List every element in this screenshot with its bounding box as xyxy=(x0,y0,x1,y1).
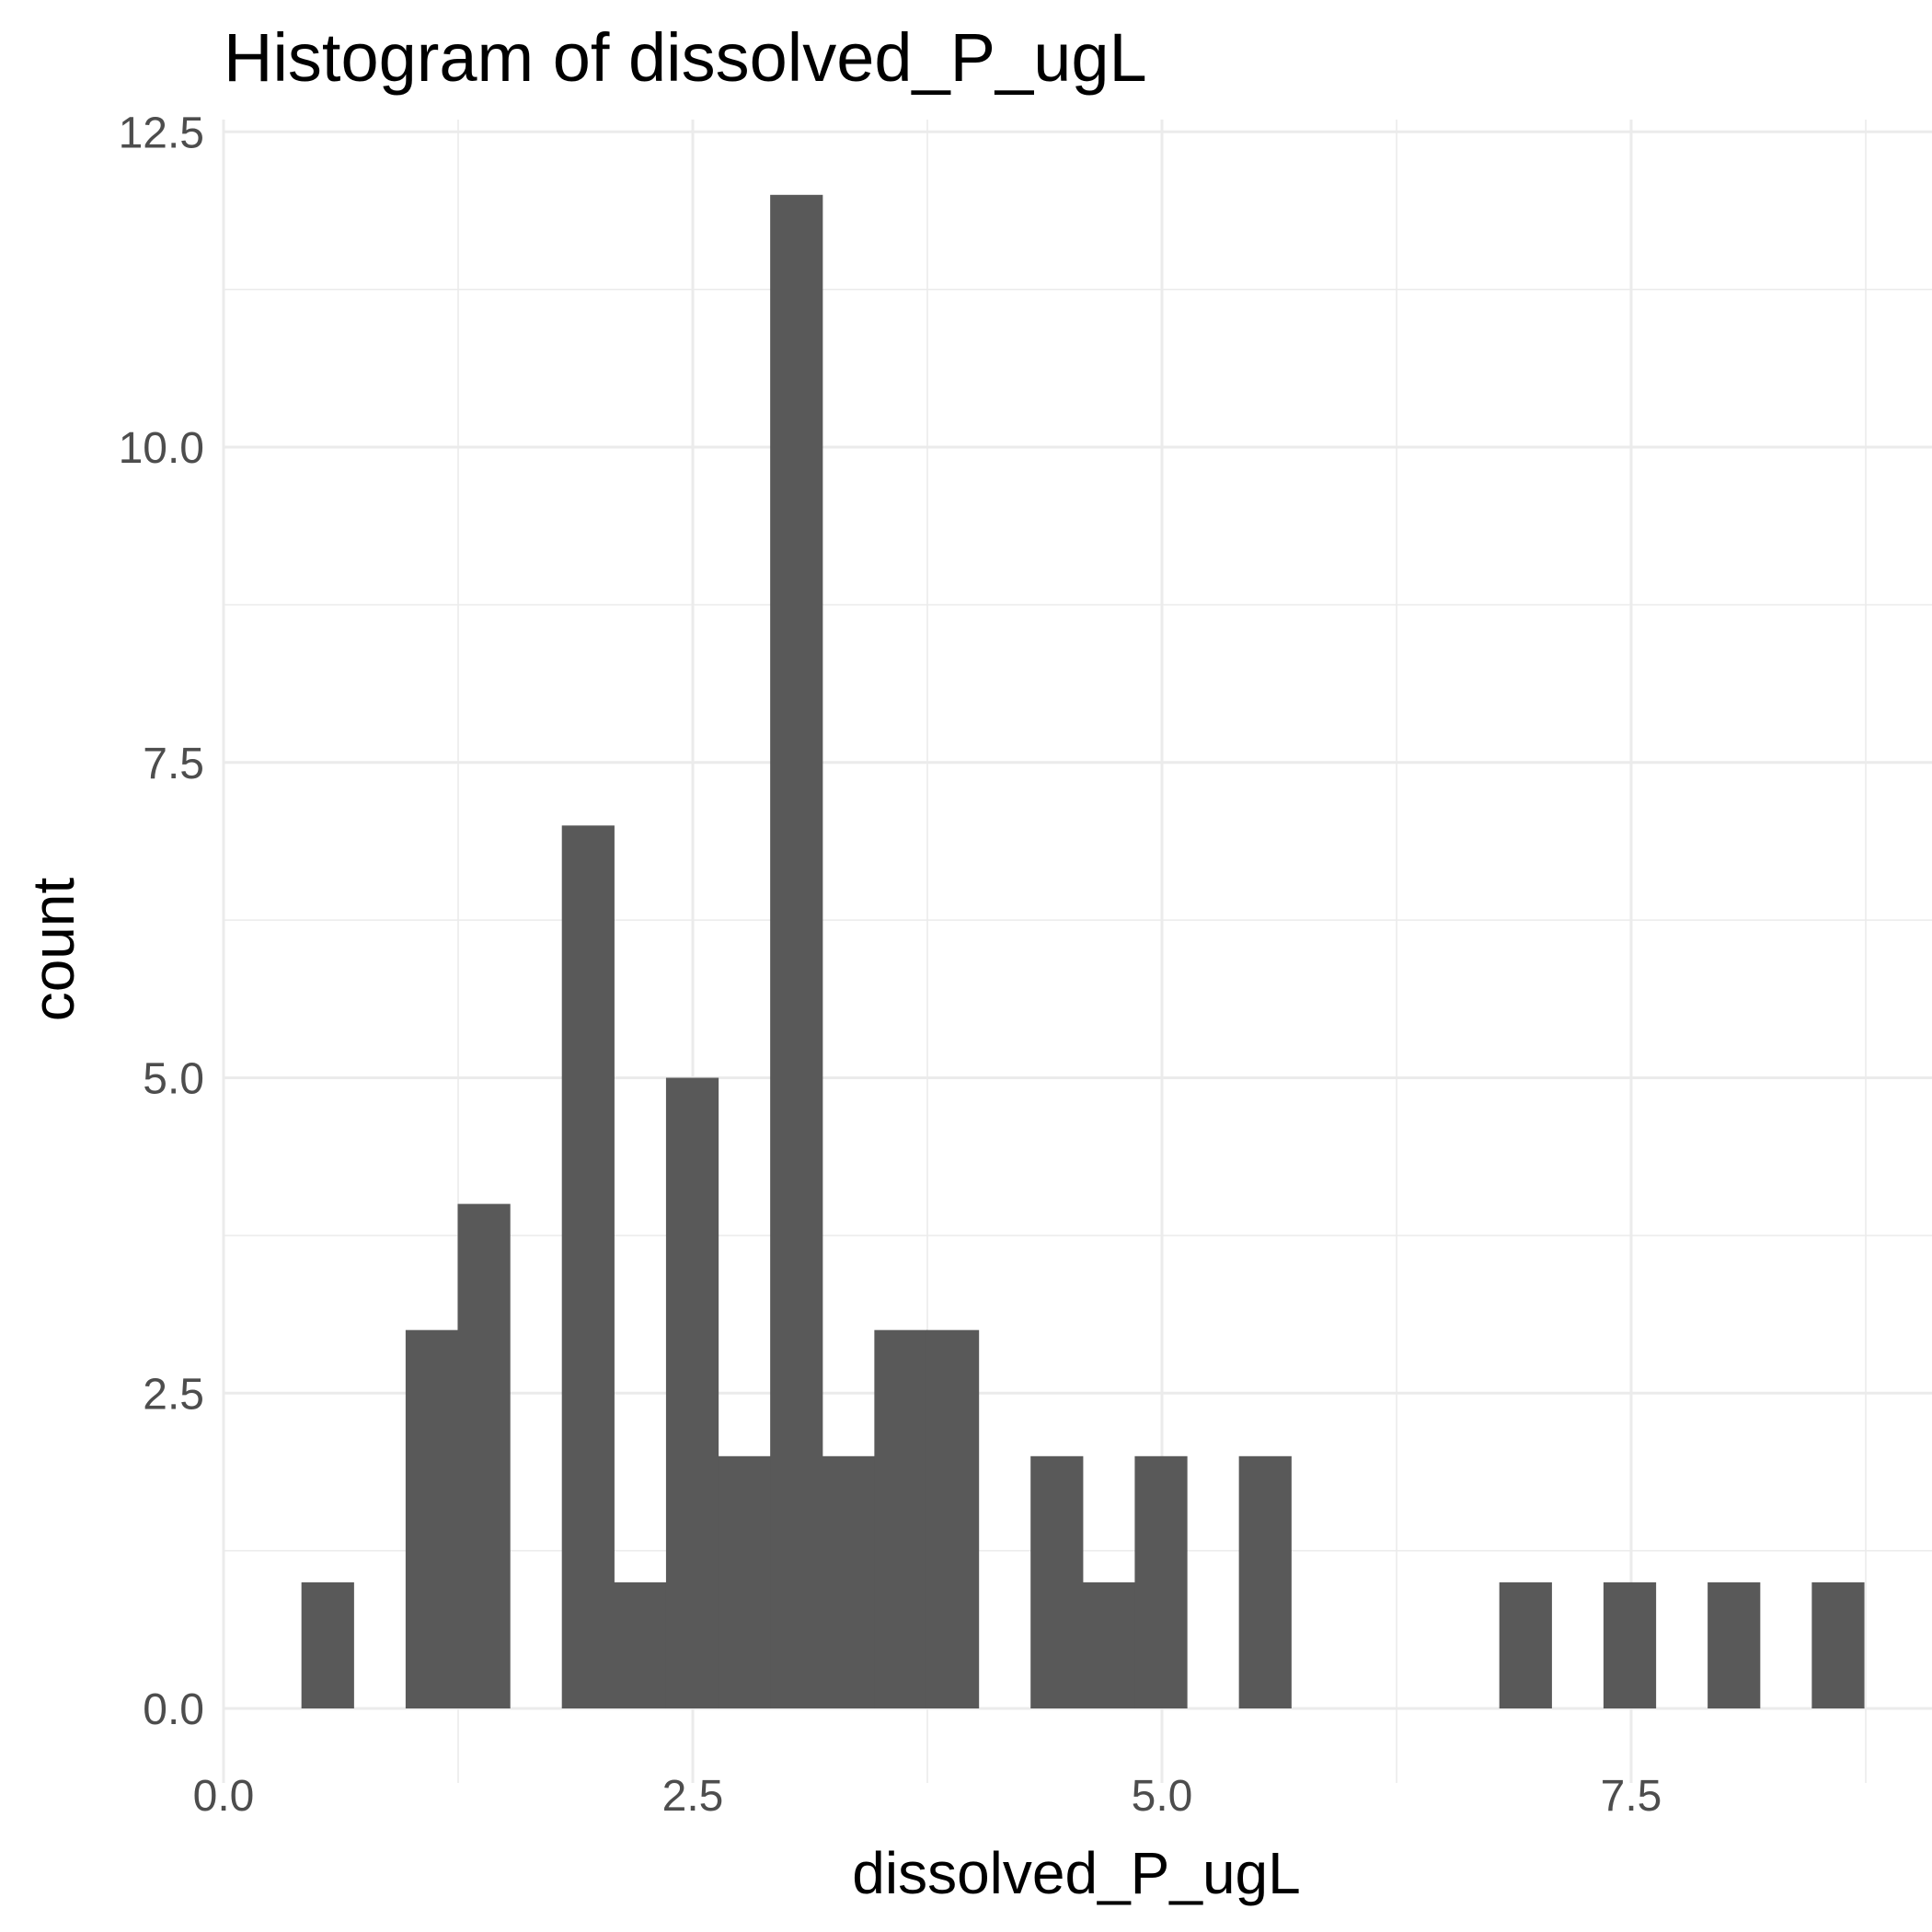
y-tick-label: 12.5 xyxy=(119,109,204,157)
x-tick-label: 5.0 xyxy=(1132,1772,1193,1821)
y-tick-label: 7.5 xyxy=(143,740,204,788)
x-tick-label: 7.5 xyxy=(1601,1772,1662,1821)
y-tick-label: 10.0 xyxy=(119,424,204,473)
x-axis-ticks: 0.0 2.5 5.0 7.5 xyxy=(193,1772,1662,1821)
histogram-bar xyxy=(301,1581,354,1708)
histogram-bar xyxy=(614,1581,667,1708)
histogram-bar xyxy=(561,825,615,1708)
histogram-bar xyxy=(1603,1581,1657,1708)
histogram-bar xyxy=(1082,1581,1136,1708)
y-tick-label: 5.0 xyxy=(143,1055,204,1104)
histogram-bar xyxy=(1238,1455,1292,1708)
histogram-bar xyxy=(874,1329,927,1708)
chart-title: Histogram of dissolved_P_ugL xyxy=(224,19,1147,96)
y-axis-ticks: 0.0 2.5 5.0 7.5 10.0 12.5 xyxy=(119,109,204,1734)
histogram-bar xyxy=(822,1455,875,1708)
histogram-bar xyxy=(457,1203,511,1708)
histogram-bar xyxy=(718,1455,771,1708)
x-axis-title: dissolved_P_ugL xyxy=(852,1840,1300,1906)
histogram-bar xyxy=(1134,1455,1188,1708)
histogram-bar xyxy=(926,1329,980,1708)
histogram-bar xyxy=(1030,1455,1084,1708)
y-tick-label: 0.0 xyxy=(143,1685,204,1734)
x-tick-label: 0.0 xyxy=(193,1772,255,1821)
histogram-bar xyxy=(1708,1581,1761,1708)
histogram-bar xyxy=(405,1329,459,1708)
x-tick-label: 2.5 xyxy=(662,1772,724,1821)
histogram-bar xyxy=(1811,1581,1865,1708)
histogram-bar xyxy=(770,194,823,1708)
histogram-bar xyxy=(1499,1581,1552,1708)
bars xyxy=(301,194,1865,1708)
y-tick-label: 2.5 xyxy=(143,1370,204,1419)
y-axis-title: count xyxy=(20,878,86,1022)
histogram-bar xyxy=(665,1077,719,1708)
